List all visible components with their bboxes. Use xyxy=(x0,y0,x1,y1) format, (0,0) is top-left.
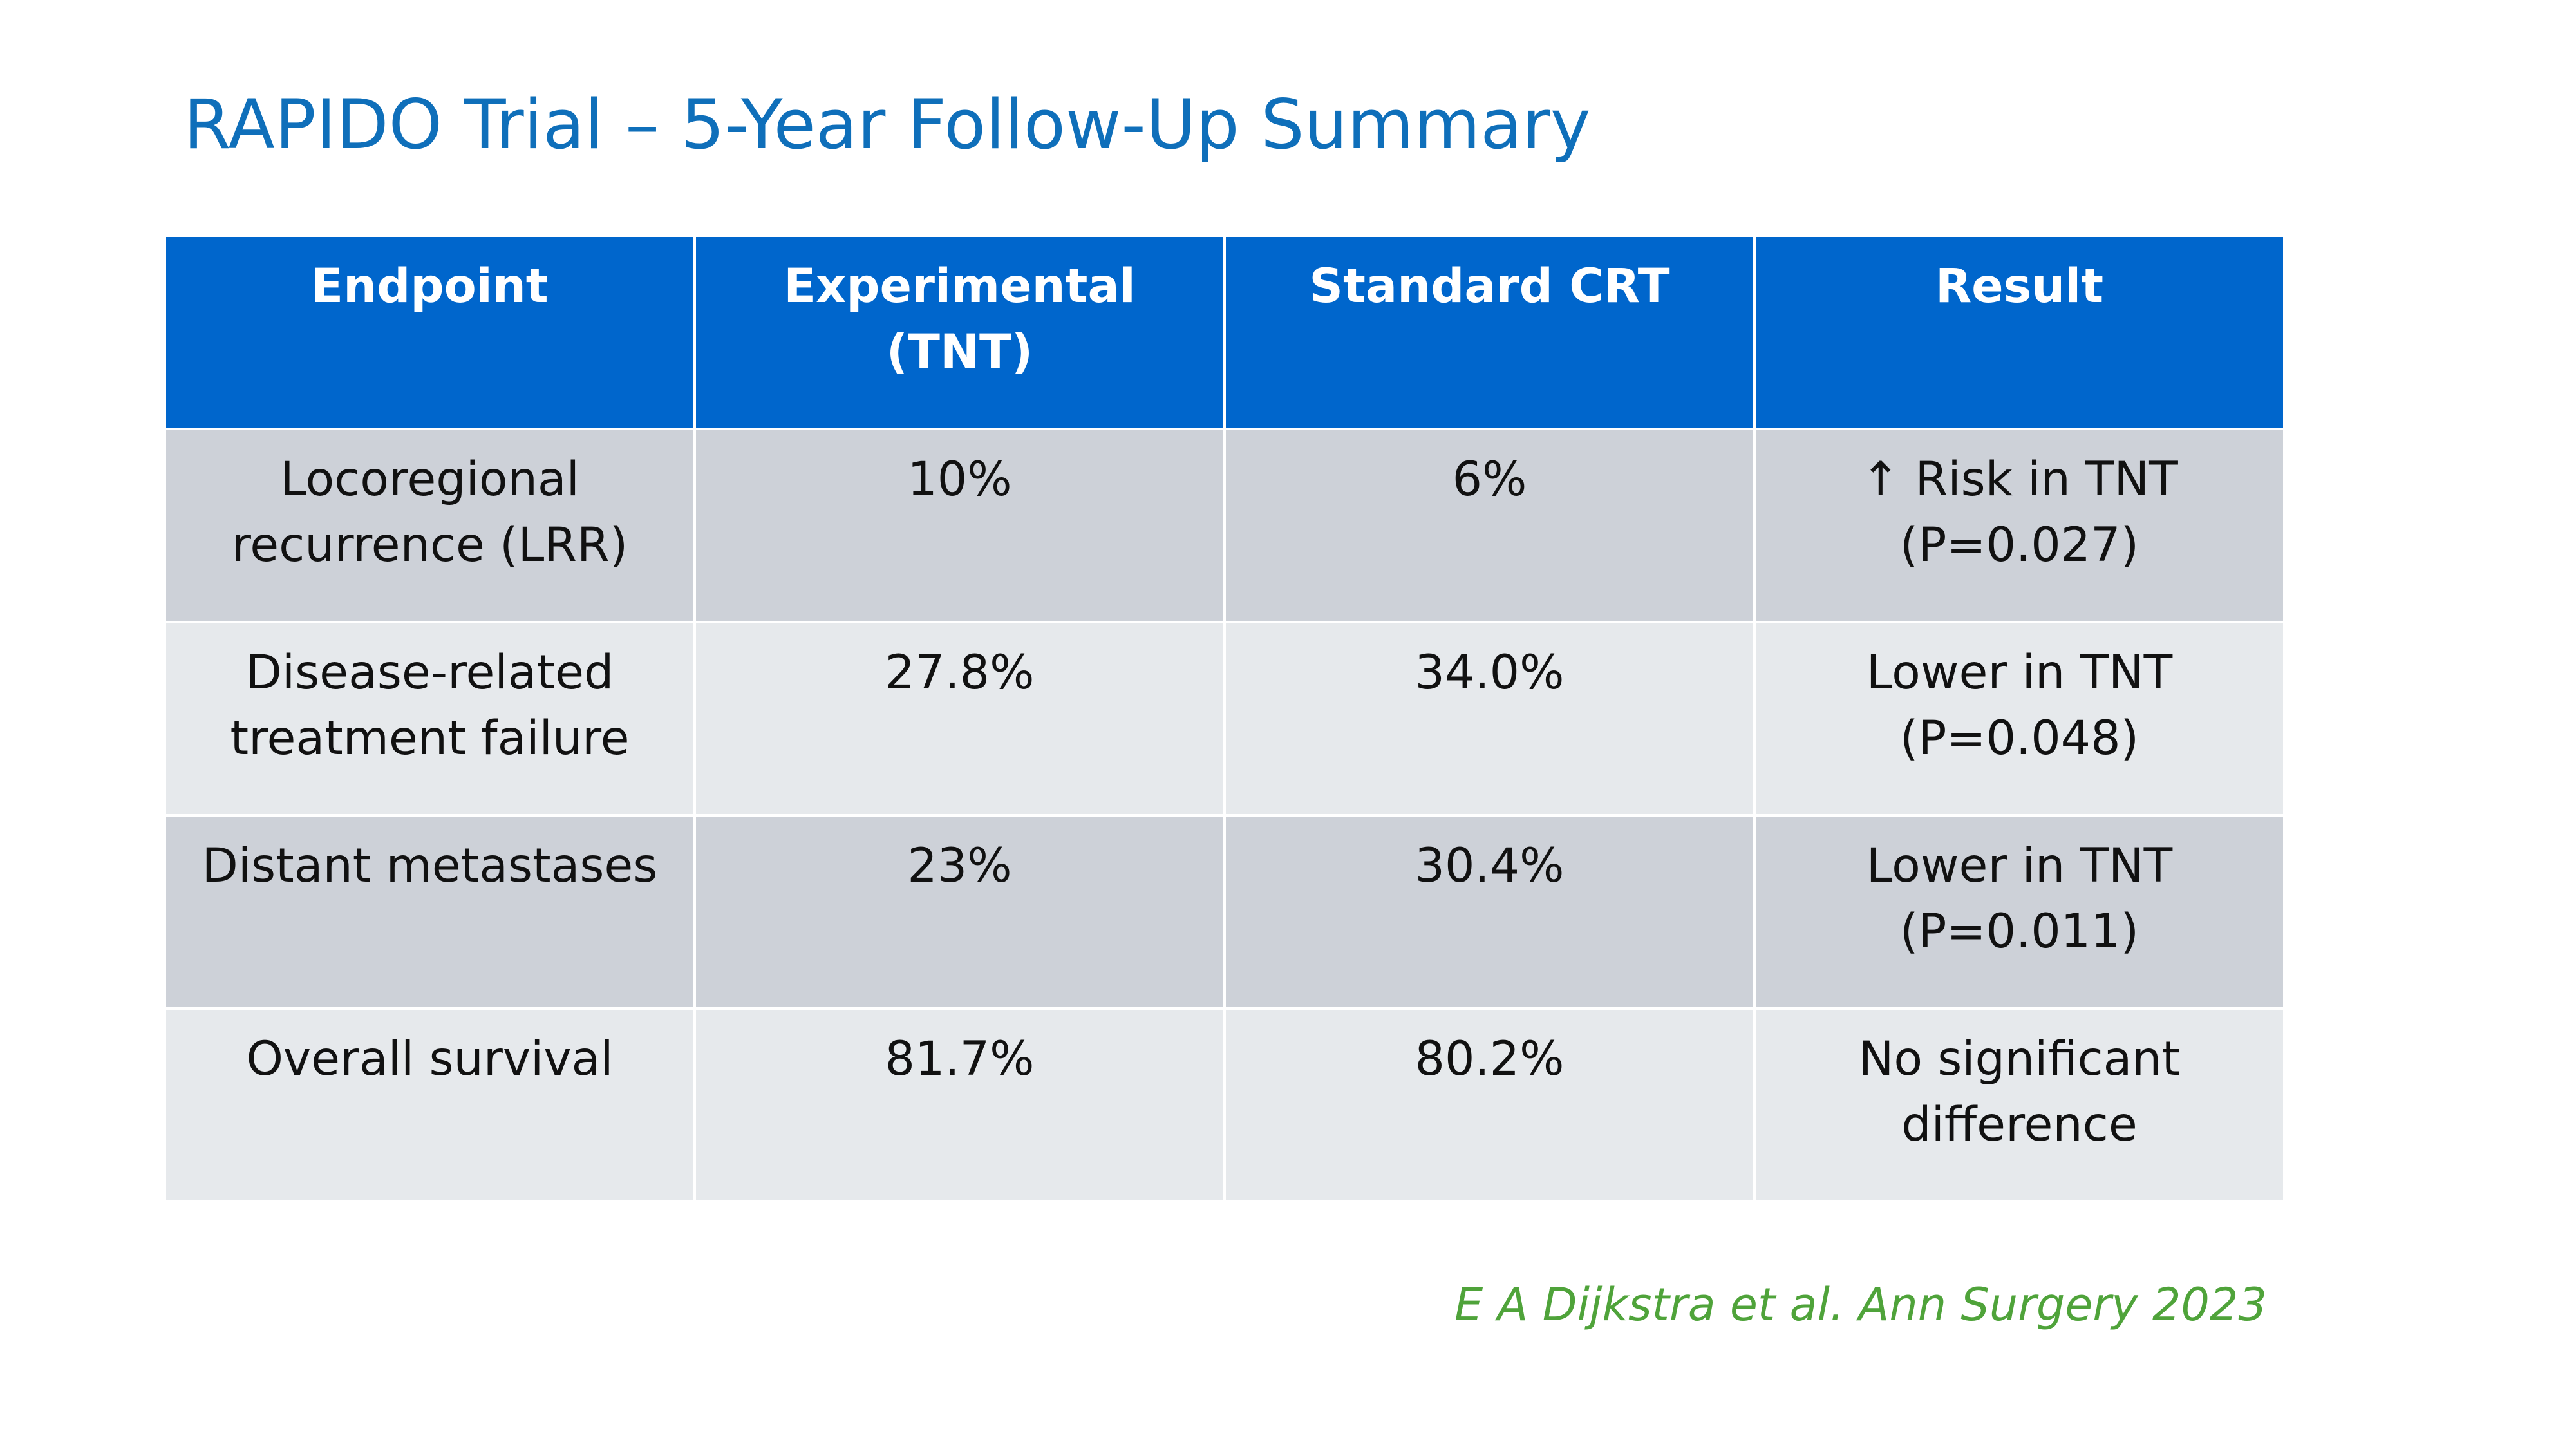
result-line: Lower in TNT xyxy=(1866,645,2173,700)
result-line: (P=0.048) xyxy=(1899,711,2139,766)
citation-text: E A Dijkstra et al. Ann Surgery 2023 xyxy=(1454,1278,2267,1331)
result-line: ↑ Risk in TNT xyxy=(1861,452,2178,507)
endpoint-line: Disease-related xyxy=(245,645,614,700)
result-cell: ↑ Risk in TNT (P=0.027) xyxy=(1753,428,2286,623)
result-line: difference xyxy=(1901,1097,2138,1153)
experimental-cell: 27.8% xyxy=(693,621,1226,817)
endpoint-line: treatment failure xyxy=(230,711,630,766)
standard-cell: 34.0% xyxy=(1223,621,1756,817)
standard-cell: 6% xyxy=(1223,428,1756,623)
experimental-cell: 10% xyxy=(693,428,1226,623)
result-line: (P=0.011) xyxy=(1899,904,2139,960)
endpoint-cell: Distant metastases xyxy=(164,814,696,1010)
standard-cell: 80.2% xyxy=(1223,1007,1756,1203)
header-standard: Standard CRT xyxy=(1223,234,1756,430)
endpoint-line: Locoregional xyxy=(280,452,579,507)
table-row: Overall survival 81.7% 80.2% No signific… xyxy=(164,1007,2286,1203)
table-row: Disease-related treatment failure 27.8% … xyxy=(164,621,2286,817)
table-row: Distant metastases 23% 30.4% Lower in TN… xyxy=(164,814,2286,1010)
result-line: (P=0.027) xyxy=(1899,518,2139,573)
endpoint-cell: Overall survival xyxy=(164,1007,696,1203)
endpoint-cell: Locoregional recurrence (LRR) xyxy=(164,428,696,623)
results-table: Endpoint Experimental (TNT) Standard CRT… xyxy=(164,234,2286,1203)
endpoint-line: Distant metastases xyxy=(202,838,658,893)
endpoint-cell: Disease-related treatment failure xyxy=(164,621,696,817)
header-endpoint: Endpoint xyxy=(164,234,696,430)
result-cell: Lower in TNT (P=0.011) xyxy=(1753,814,2286,1010)
table-header-row: Endpoint Experimental (TNT) Standard CRT… xyxy=(164,234,2286,430)
standard-cell: 30.4% xyxy=(1223,814,1756,1010)
experimental-cell: 81.7% xyxy=(693,1007,1226,1203)
result-cell: Lower in TNT (P=0.048) xyxy=(1753,621,2286,817)
result-line: No significant xyxy=(1858,1032,2181,1086)
header-result: Result xyxy=(1753,234,2286,430)
header-experimental: Experimental (TNT) xyxy=(693,234,1226,430)
table-row: Locoregional recurrence (LRR) 10% 6% ↑ R… xyxy=(164,428,2286,623)
page-title: RAPIDO Trial – 5-Year Follow-Up Summary xyxy=(183,85,1591,164)
endpoint-line: Overall survival xyxy=(246,1032,614,1086)
endpoint-line: recurrence (LRR) xyxy=(231,518,628,573)
experimental-cell: 23% xyxy=(693,814,1226,1010)
result-line: Lower in TNT xyxy=(1866,838,2173,893)
result-cell: No significant difference xyxy=(1753,1007,2286,1203)
